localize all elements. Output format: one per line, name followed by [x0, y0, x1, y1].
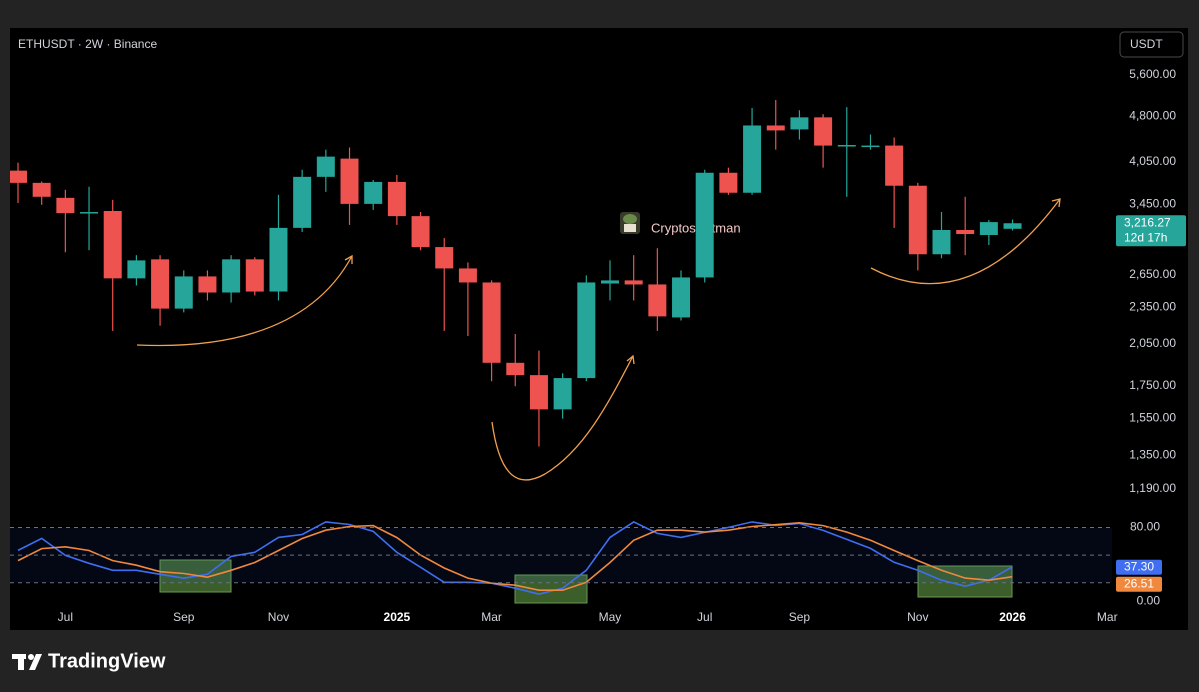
candle-body	[695, 172, 714, 278]
chart-title: ETHUSDT · 2W · Binance	[18, 37, 157, 51]
candle-body	[1003, 223, 1022, 229]
y-tick-label: 1,190.00	[1129, 481, 1176, 495]
y-tick-label: 3,450.00	[1129, 197, 1176, 211]
candle-body	[56, 197, 75, 214]
candle-body	[151, 259, 170, 309]
oscillator-line	[17, 520, 1013, 596]
x-tick-label: Jul	[697, 610, 712, 624]
candle-body	[103, 211, 122, 279]
y-tick-label: 2,650.00	[1129, 267, 1176, 281]
currency-button[interactable]	[1119, 31, 1184, 58]
x-tick-label: Nov	[907, 610, 928, 624]
x-tick-label: May	[599, 610, 622, 624]
oscillator-band	[10, 527, 1112, 583]
candle-body	[435, 247, 454, 269]
x-tick-label: Sep	[789, 610, 811, 624]
x-tick-label: Nov	[268, 610, 289, 624]
y-tick-label: 1,350.00	[1129, 447, 1176, 461]
y-tick-label: 1,750.00	[1129, 378, 1176, 392]
candle-body	[719, 172, 738, 193]
candle-body	[222, 259, 241, 293]
x-tick-label: Mar	[1097, 610, 1118, 624]
brand-name: TradingView	[48, 650, 166, 672]
candle-body	[458, 268, 477, 283]
candle-body	[600, 280, 619, 284]
y-tick-label: 0.00	[1137, 593, 1161, 607]
chart-background	[10, 28, 1188, 630]
highlight-box	[917, 565, 1013, 598]
last-value-box	[1116, 559, 1162, 575]
candle-body	[624, 280, 643, 285]
candle-body	[80, 212, 99, 214]
y-tick-label: 80.00	[1130, 520, 1160, 534]
candle-body	[340, 158, 359, 204]
oscillator-line	[17, 521, 1013, 591]
candle-body	[908, 185, 927, 255]
y-tick-label: 1,550.00	[1129, 411, 1176, 425]
candle-body	[411, 216, 430, 248]
brand-logo	[12, 654, 42, 670]
candle-body	[506, 362, 525, 376]
annotation-arrows	[136, 198, 1061, 481]
candle-body	[174, 276, 193, 309]
candle-body	[743, 125, 762, 193]
x-tick-label: 2025	[384, 610, 411, 624]
x-tick-label: Sep	[173, 610, 195, 624]
candle-body	[32, 182, 51, 197]
y-tick-label: 2,350.00	[1129, 299, 1176, 313]
candle-body	[979, 222, 998, 235]
watermark	[620, 212, 640, 234]
candle-body	[577, 282, 596, 379]
candle-body	[861, 145, 880, 148]
last-value-label: 26.51	[1124, 576, 1154, 590]
candle-body	[364, 181, 383, 204]
candle-body	[648, 284, 667, 317]
candle-body	[837, 145, 856, 147]
candle-body	[790, 117, 809, 130]
candle-body	[553, 378, 572, 410]
last-price-box	[1116, 215, 1186, 247]
candle-body	[932, 230, 951, 255]
candle-body	[10, 170, 27, 183]
candle-body	[885, 145, 904, 186]
candle-body	[245, 259, 264, 292]
last-value-label: 37.30	[1124, 559, 1154, 573]
x-tick-label: Jul	[58, 610, 73, 624]
candle-body	[766, 125, 785, 131]
last-price-label: 3,216.27	[1124, 215, 1171, 229]
candle-body	[269, 227, 288, 292]
candle-body	[672, 277, 691, 318]
candle-body	[293, 176, 312, 228]
candle-body	[814, 117, 833, 146]
plot-area	[10, 100, 1112, 596]
y-tick-label: 5,600.00	[1129, 67, 1176, 81]
x-tick-label: 2026	[999, 610, 1026, 624]
countdown-label: 12d 17h	[1124, 230, 1167, 244]
candle-body	[956, 230, 975, 235]
y-tick-label: 4,800.00	[1129, 108, 1176, 122]
currency-label: USDT	[1130, 37, 1163, 51]
candle-body	[127, 260, 146, 279]
x-tick-label: Mar	[481, 610, 502, 624]
last-value-box	[1116, 576, 1162, 592]
candle-body	[387, 181, 406, 217]
y-tick-label: 2,050.00	[1129, 336, 1176, 350]
candle-body	[529, 375, 548, 410]
candle-body	[316, 156, 335, 177]
candle-body	[198, 276, 217, 293]
y-tick-label: 4,050.00	[1129, 154, 1176, 168]
candle-body	[482, 282, 501, 363]
